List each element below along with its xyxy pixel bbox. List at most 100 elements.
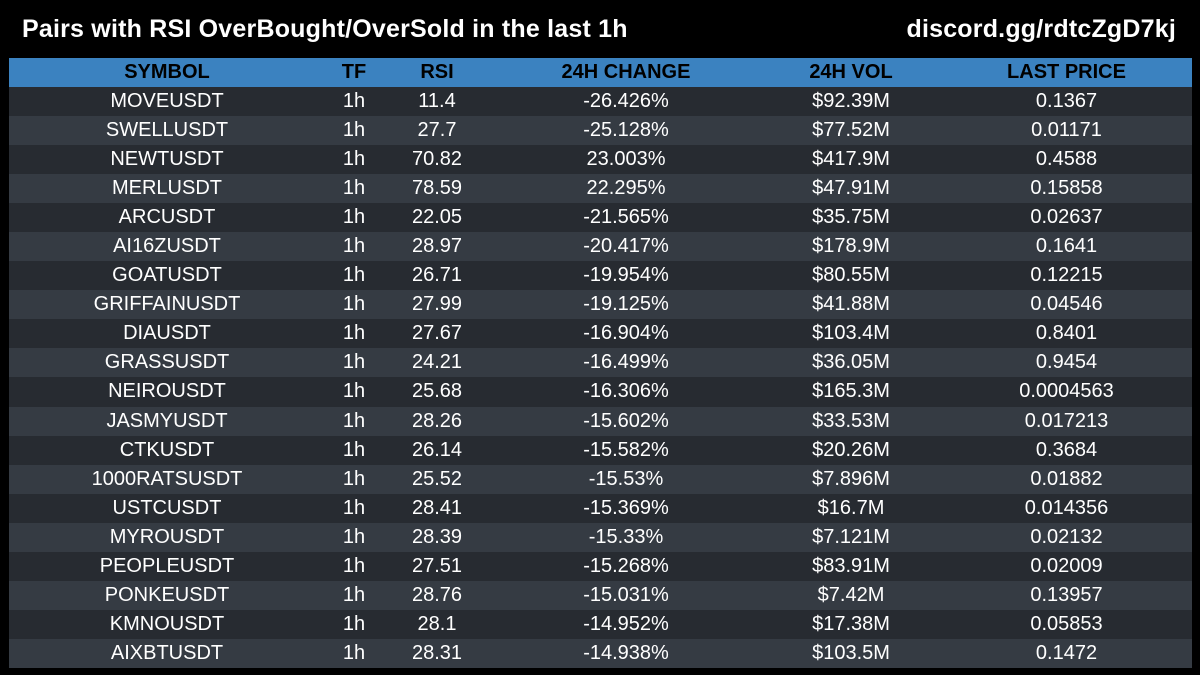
symbol-cell: PONKEUSDT <box>104 583 230 606</box>
change-cell: -15.031% <box>583 583 669 606</box>
table-row: MYROUSDT 1h 28.39 -15.33% $7.121M 0.02132 <box>9 522 1192 552</box>
tf-cell: 1h <box>342 467 366 490</box>
symbol-cell: MYROUSDT <box>109 525 225 548</box>
table-row: PONKEUSDT 1h 28.76 -15.031% $7.42M 0.13957 <box>9 580 1192 610</box>
change-cell: -16.306% <box>583 380 669 403</box>
tf-cell: 1h <box>342 322 366 345</box>
volume-cell: $178.9M <box>812 235 890 258</box>
volume-cell: $7.121M <box>812 525 890 548</box>
change-cell: -16.904% <box>583 322 669 345</box>
volume-cell: $165.3M <box>812 380 890 403</box>
symbol-cell: GRASSUSDT <box>104 351 230 374</box>
rsi-cell: 28.31 <box>411 641 463 664</box>
price-cell: 0.1367 <box>1035 90 1098 113</box>
rsi-cell: 22.05 <box>411 206 463 229</box>
price-cell: 0.017213 <box>1024 409 1109 432</box>
symbol-cell: MOVEUSDT <box>110 90 224 113</box>
price-cell: 0.05853 <box>1030 612 1103 635</box>
change-cell: -21.565% <box>583 206 669 229</box>
price-cell: 0.02637 <box>1030 206 1103 229</box>
symbol-cell: AIXBTUSDT <box>110 641 224 664</box>
table-row: NEWTUSDT 1h 70.82 23.003% $417.9M 0.4588 <box>9 145 1192 175</box>
change-cell: -15.369% <box>583 496 669 519</box>
table-header-row: SYMBOL TF RSI 24H CHANGE 24H VOL LAST PR… <box>9 58 1192 87</box>
volume-cell: $7.42M <box>817 583 885 606</box>
price-cell: 0.014356 <box>1024 496 1109 519</box>
table-row: JASMYUSDT 1h 28.26 -15.602% $33.53M 0.017213 <box>9 406 1192 436</box>
price-cell: 0.4588 <box>1035 148 1098 171</box>
rsi-cell: 11.4 <box>418 90 456 113</box>
tf-cell: 1h <box>342 380 366 403</box>
change-cell: -19.125% <box>583 293 669 316</box>
table-row: 1000RATSUSDT 1h 25.52 -15.53% $7.896M 0.01882 <box>9 464 1192 494</box>
column-header-24h-change: 24H CHANGE <box>561 61 691 83</box>
symbol-cell: DIAUSDT <box>123 322 211 345</box>
table-row: GOATUSDT 1h 26.71 -19.954% $80.55M 0.12215 <box>9 261 1192 291</box>
tf-cell: 1h <box>342 496 366 519</box>
price-cell: 0.1641 <box>1035 235 1098 258</box>
symbol-cell: PEOPLEUSDT <box>99 554 235 577</box>
price-cell: 0.8401 <box>1035 322 1098 345</box>
volume-cell: $17.38M <box>812 612 890 635</box>
table-row: USTCUSDT 1h 28.41 -15.369% $16.7M 0.014356 <box>9 493 1192 523</box>
change-cell: -19.954% <box>583 264 669 287</box>
symbol-cell: MERLUSDT <box>111 177 222 200</box>
discord-link[interactable]: discord.gg/rdtcZgD7kj <box>906 14 1176 43</box>
price-cell: 0.04546 <box>1030 293 1103 316</box>
price-cell: 0.02009 <box>1030 554 1103 577</box>
rsi-cell: 28.26 <box>411 409 463 432</box>
symbol-cell: CTKUSDT <box>119 438 215 461</box>
volume-cell: $103.5M <box>812 641 890 664</box>
symbol-cell: GOATUSDT <box>112 264 222 287</box>
tf-cell: 1h <box>342 612 366 635</box>
change-cell: -14.938% <box>583 641 669 664</box>
volume-cell: $36.05M <box>812 351 890 374</box>
pairs-table-container: SYMBOL TF RSI 24H CHANGE 24H VOL LAST PR… <box>9 58 1192 668</box>
tf-cell: 1h <box>342 409 366 432</box>
top-bar: Pairs with RSI OverBought/OverSold in th… <box>0 0 1200 58</box>
tf-cell: 1h <box>342 583 366 606</box>
tf-cell: 1h <box>342 438 366 461</box>
price-cell: 0.3684 <box>1035 438 1098 461</box>
price-cell: 0.9454 <box>1035 351 1098 374</box>
change-cell: -14.952% <box>583 612 669 635</box>
tf-cell: 1h <box>342 641 366 664</box>
table-row: NEIROUSDT 1h 25.68 -16.306% $165.3M 0.0004563 <box>9 377 1192 407</box>
volume-cell: $103.4M <box>812 322 890 345</box>
symbol-cell: GRIFFAINUSDT <box>93 293 241 316</box>
table-row: CTKUSDT 1h 26.14 -15.582% $20.26M 0.3684 <box>9 435 1192 465</box>
table-row: MERLUSDT 1h 78.59 22.295% $47.91M 0.15858 <box>9 174 1192 204</box>
tf-cell: 1h <box>342 235 366 258</box>
change-cell: -15.53% <box>588 467 664 490</box>
column-header-symbol: SYMBOL <box>124 61 210 83</box>
price-cell: 0.12215 <box>1030 264 1103 287</box>
symbol-cell: NEIROUSDT <box>108 380 226 403</box>
change-cell: -15.268% <box>583 554 669 577</box>
tf-cell: 1h <box>342 90 366 113</box>
table-row: PEOPLEUSDT 1h 27.51 -15.268% $83.91M 0.02009 <box>9 551 1192 581</box>
column-header-last-price: LAST PRICE <box>1007 61 1126 83</box>
price-cell: 0.0004563 <box>1019 380 1114 403</box>
rsi-cell: 26.14 <box>411 438 463 461</box>
volume-cell: $80.55M <box>812 264 890 287</box>
price-cell: 0.13957 <box>1030 583 1103 606</box>
table-row: MOVEUSDT 1h 11.4 -26.426% $92.39M 0.1367 <box>9 87 1192 117</box>
rsi-cell: 78.59 <box>411 177 463 200</box>
volume-cell: $83.91M <box>812 554 890 577</box>
change-cell: -15.582% <box>583 438 669 461</box>
change-cell: -25.128% <box>583 119 669 142</box>
tf-cell: 1h <box>342 119 366 142</box>
rsi-cell: 28.41 <box>411 496 463 519</box>
table-row: AIXBTUSDT 1h 28.31 -14.938% $103.5M 0.1472 <box>9 638 1192 668</box>
rsi-cell: 28.1 <box>417 612 457 635</box>
symbol-cell: 1000RATSUSDT <box>91 467 243 490</box>
volume-cell: $47.91M <box>812 177 890 200</box>
volume-cell: $16.7M <box>817 496 885 519</box>
change-cell: -15.33% <box>588 525 664 548</box>
price-cell: 0.01171 <box>1031 119 1102 142</box>
table-row: KMNOUSDT 1h 28.1 -14.952% $17.38M 0.05853 <box>9 609 1192 639</box>
volume-cell: $20.26M <box>812 438 890 461</box>
price-cell: 0.02132 <box>1030 525 1103 548</box>
rsi-cell: 28.76 <box>411 583 463 606</box>
